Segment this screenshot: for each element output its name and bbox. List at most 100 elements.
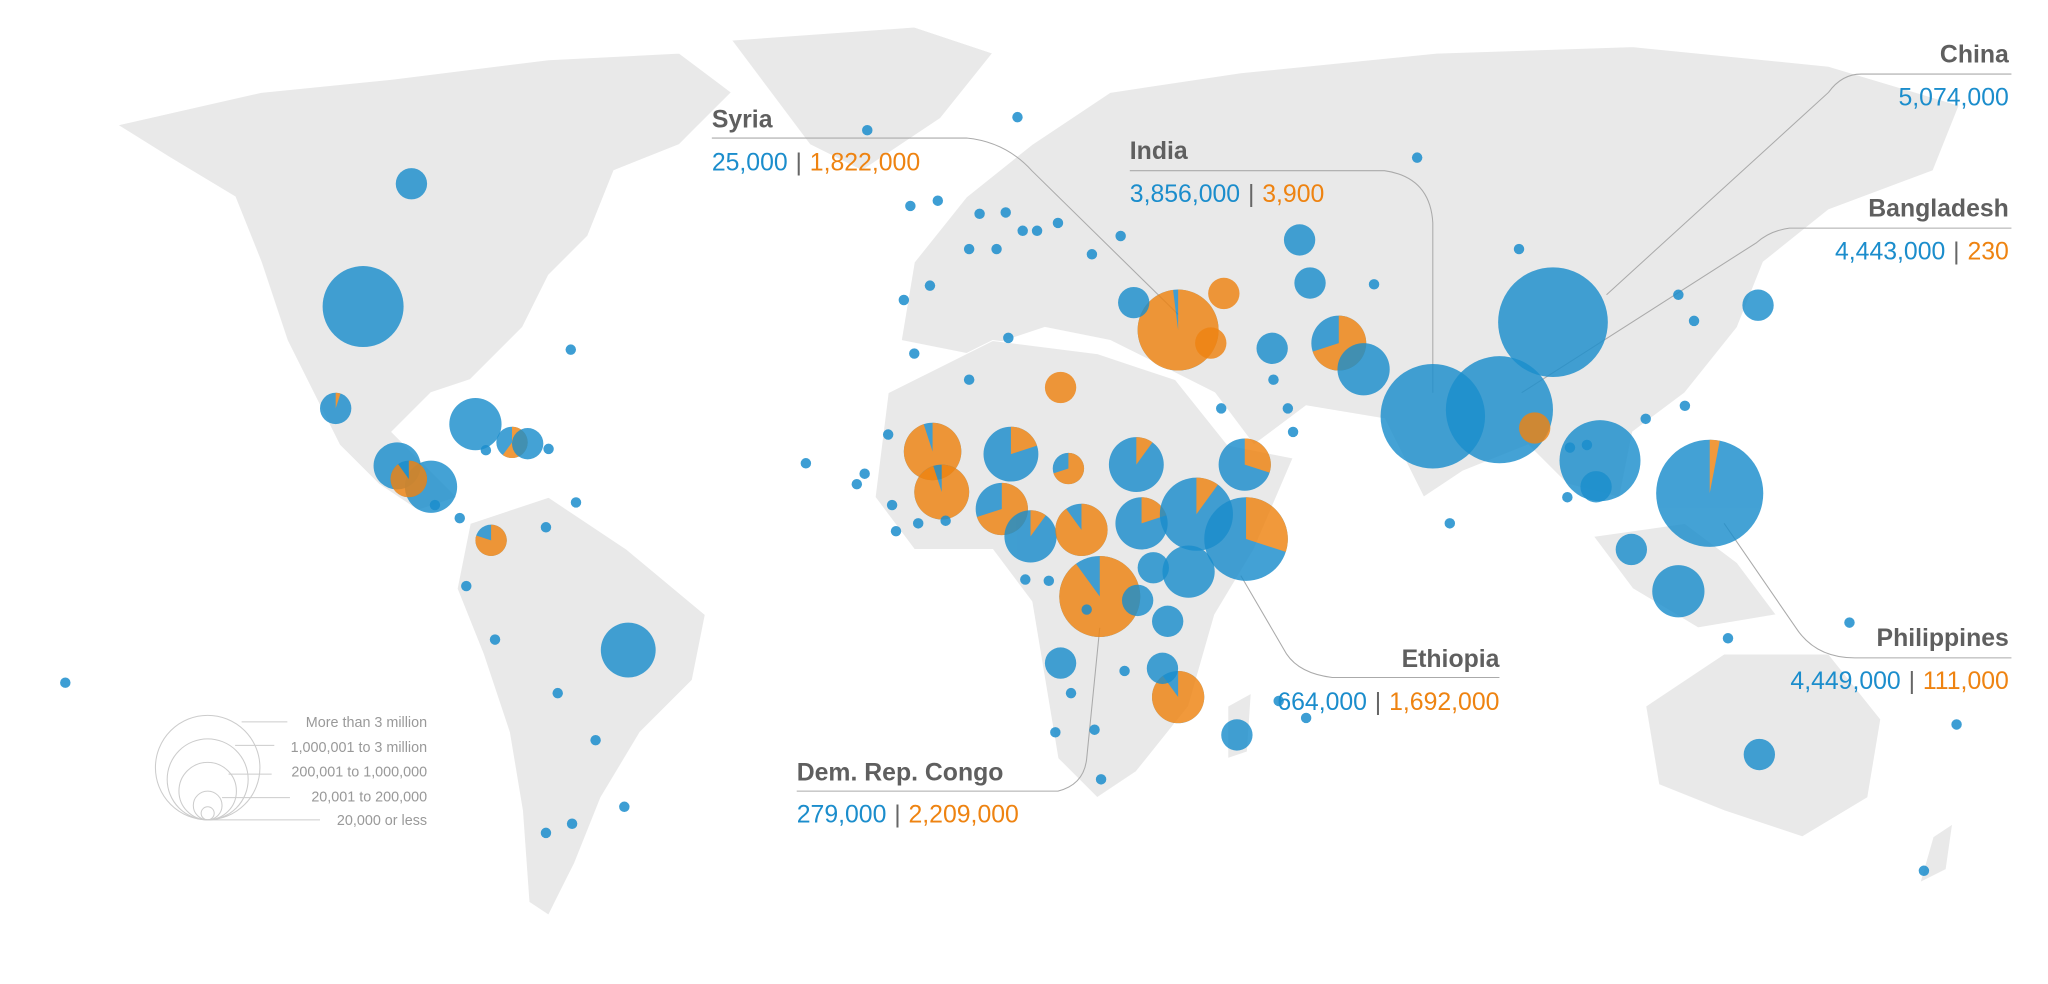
country-dot [1287,426,1299,438]
legend-circle-5 [200,806,215,821]
country-dot [991,243,1002,255]
bubble-share-a [449,397,502,451]
country-dot [570,497,582,508]
country-dot [1086,249,1098,260]
separator: | [796,150,802,177]
north-america [116,52,733,511]
country-bubble [1195,327,1227,359]
country-bubble [1108,437,1164,492]
country-dot [1368,279,1380,290]
bubble-share-b [335,392,341,409]
country-bubble [1044,371,1077,404]
country-dot [1673,289,1684,300]
callout-blue-value: 3,856,000 [1130,181,1240,208]
bubble-share-b [1055,503,1108,556]
country-dot [590,734,601,746]
country-dot [905,200,916,212]
callout-philippines: Philippines 4,449,000 | 111,000 [1790,625,2008,695]
bubble-share-a [1137,552,1169,584]
country-bubble [914,464,970,520]
bubble-share-a [1121,584,1154,617]
callout-name: Syria [712,107,773,134]
country-bubble [1580,471,1612,503]
bubble-share-a [600,622,656,678]
country-bubble [1283,224,1316,256]
legend-circle-4 [192,790,223,821]
country-dot [1562,492,1573,503]
country-dot [1679,400,1691,412]
country-bubble [1055,503,1108,556]
country-dot [1564,442,1576,453]
bubble-share-a [1337,343,1390,396]
svg-text:664,000|1,692,000: 664,000 | 1,692,000 [1277,689,1499,716]
callout-name: Philippines [1877,625,2009,652]
legend-label-4: 20,001 to 200,000 [311,790,427,806]
bubble-share-a [1044,647,1077,679]
svg-text:279,000|2,209,000: 279,000 | 2,209,000 [797,801,1019,828]
separator: | [894,801,900,828]
country-dot [890,525,902,537]
bubble-share-a [1743,738,1776,771]
country-bubble [1256,332,1288,364]
callout-blue-value: 4,449,000 [1790,668,1900,695]
country-bubble [1204,497,1288,581]
country-dot [912,518,924,529]
country-bubble [449,397,502,451]
bubble-share-b [1709,439,1720,494]
leader-india [1129,170,1434,393]
bubble-share-a [1152,605,1184,637]
bubble-share-b [1152,670,1205,724]
country-dot [619,801,630,812]
country-bubble [1652,565,1705,618]
country-dot [1282,403,1294,414]
size-legend: More than 3 million 1,000,001 to 3 milli… [154,714,427,829]
callout-bangladesh: Bangladesh 4,443,000 | 230 [1835,195,2009,265]
legend-circle-2 [166,738,249,821]
country-bubble [1118,286,1150,319]
country-bubble [983,426,1039,482]
bubble-share-a [1498,267,1608,378]
country-dot [1300,712,1312,724]
country-dot [859,468,870,479]
bubble-share-b [1044,371,1077,404]
country-dot [963,374,975,385]
country-dot [540,522,552,533]
bubble-share-a [1615,533,1648,566]
country-dot [1003,332,1014,344]
bubble-share-b [1195,327,1227,359]
callout-name: Ethiopia [1402,646,1500,673]
country-dot [1052,217,1064,229]
country-dot [489,634,501,645]
legend-circle-1 [154,714,261,821]
country-dot [882,429,894,440]
country-bubble [1115,497,1168,550]
country-dot [1089,724,1100,735]
callout-orange-value: 111,000 [1923,668,2009,695]
country-bubble [1337,343,1390,396]
country-dot [940,515,951,526]
country-dot [1581,439,1593,451]
country-dot [1020,574,1031,585]
bubble-share-a [1162,545,1215,598]
leader-philippines [1723,523,2012,659]
leader-lines [711,73,2012,792]
country-bubble [1137,552,1169,584]
country-dot [1640,413,1651,425]
country-dot [1722,633,1734,644]
country-bubble [1559,420,1641,502]
bubble-share-a [512,428,544,460]
bubble-share-a [1146,652,1179,684]
country-dot [898,294,910,306]
country-bubble [322,266,404,348]
country-dot [540,827,552,839]
country-dot [1411,152,1423,163]
bubble-share-a [395,168,428,200]
eurasia [900,46,1960,498]
bubble-share-b [1136,437,1153,465]
callout-orange-value: 230 [1967,239,2008,266]
country-dot [1844,617,1855,628]
callout-orange-value: 3,900 [1262,181,1324,208]
country-dot [1951,719,1962,730]
callout-name: Bangladesh [1868,195,2009,222]
callout-name: India [1130,138,1188,165]
